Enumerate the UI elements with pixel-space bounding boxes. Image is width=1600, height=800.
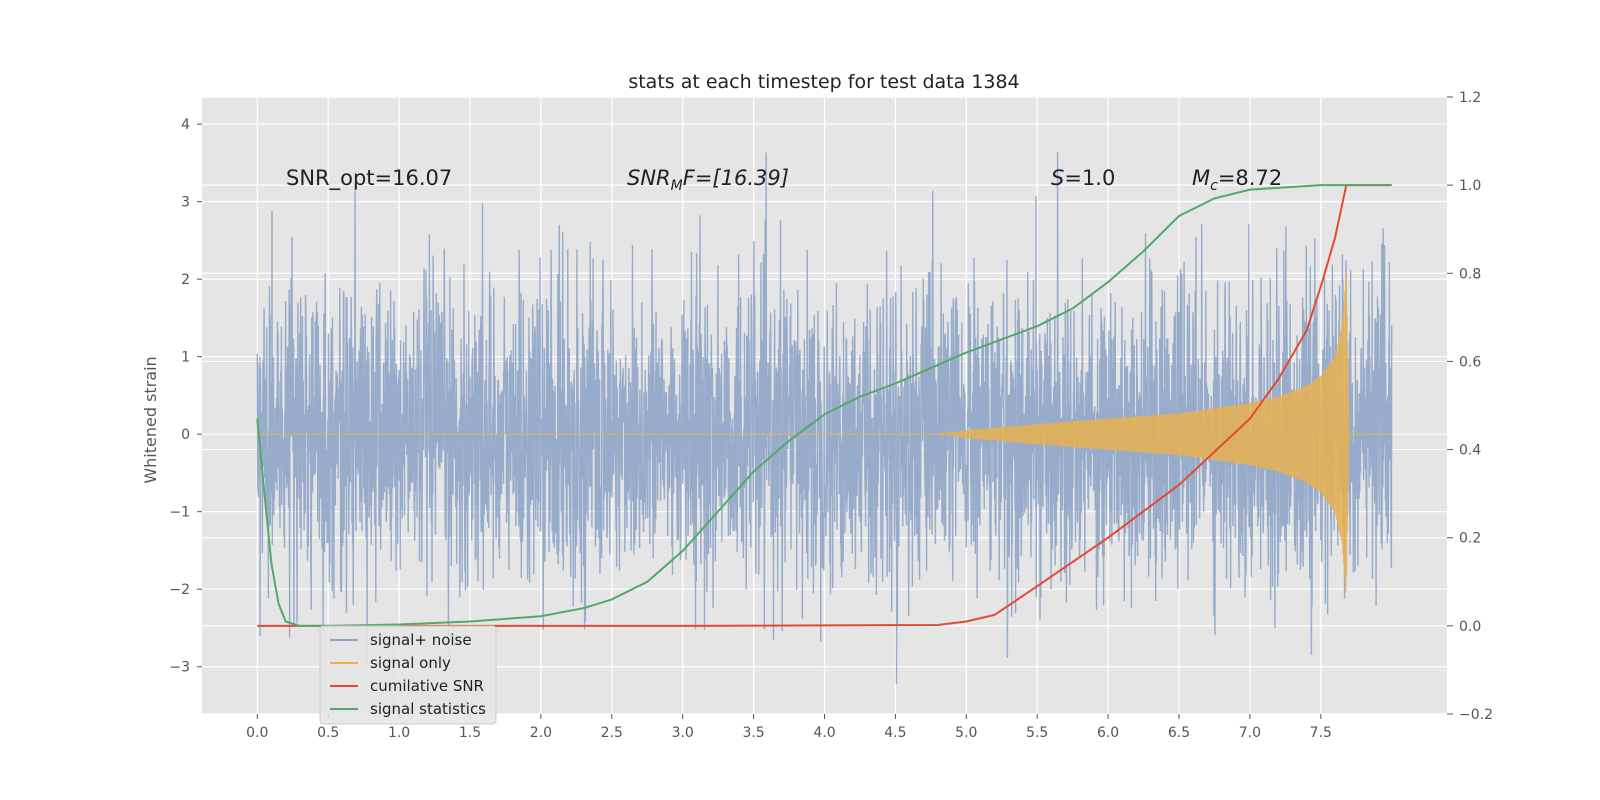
y-tick-label: −1 — [169, 505, 190, 521]
x-tick-label: 6.0 — [1097, 725, 1119, 741]
chart-title: stats at each timestep for test data 138… — [628, 71, 1019, 93]
legend-label-signal-statistics: signal statistics — [370, 700, 486, 718]
y-tick-label: 4 — [181, 117, 190, 133]
legend-label-signal-noise: signal+ noise — [370, 631, 472, 649]
y-tick-label: 3 — [181, 195, 190, 211]
annotation-snr-mf: SNRMF=[16.39] — [627, 166, 789, 194]
right-tick-label: 0.4 — [1459, 443, 1481, 459]
x-tick-label: 0.5 — [317, 725, 339, 741]
y-tick-label: 1 — [181, 350, 190, 366]
right-tick-label: 0.2 — [1459, 531, 1481, 547]
legend-label-signal-only: signal only — [370, 654, 451, 672]
x-tick-label: 6.5 — [1168, 725, 1190, 741]
series-cumilative-snr — [257, 184, 1392, 627]
y-tick-label: 0 — [181, 427, 190, 443]
x-axis-ticks: 0.0 0.5 1.0 1.5 2.0 2.5 3.0 3.5 4.0 4.5 5.0 5.5 6.0 6… — [246, 714, 1332, 741]
x-tick-label: 5.5 — [1026, 725, 1048, 741]
series-signal-only — [257, 271, 1392, 593]
signal-only-line — [257, 271, 1392, 593]
cumilative-snr-line — [257, 184, 1392, 627]
annotation-snr-opt: SNR_opt=16.07 — [286, 166, 452, 191]
x-tick-label: 2.5 — [601, 725, 623, 741]
x-tick-label: 7.0 — [1239, 725, 1261, 741]
right-tick-label: 0.6 — [1459, 354, 1481, 370]
annotation-s: S=1.0 — [1051, 166, 1115, 190]
series-signal-statistics — [256, 184, 1392, 627]
x-tick-label: 0.0 — [246, 725, 268, 741]
right-tick-label: 0.0 — [1459, 619, 1481, 635]
x-tick-label: 3.0 — [672, 725, 694, 741]
y-tick-label: −2 — [169, 582, 190, 598]
x-tick-label: 1.5 — [459, 725, 481, 741]
right-tick-label: 1.0 — [1459, 178, 1481, 194]
x-tick-label: 2.0 — [530, 725, 552, 741]
x-tick-label: 4.0 — [813, 725, 835, 741]
legend: signal+ noise signal only cumilative SNR… — [319, 625, 497, 725]
y-axis-ticks: −3 −2 −1 0 1 2 3 4 — [169, 117, 202, 676]
x-tick-label: 1.0 — [388, 725, 410, 741]
y-axis-label: Whitened strain — [141, 356, 160, 483]
signal-statistics-line — [256, 184, 1392, 627]
x-tick-label: 4.5 — [884, 725, 906, 741]
x-tick-label: 7.5 — [1310, 725, 1332, 741]
x-tick-label: 5.0 — [955, 725, 977, 741]
x-tick-label: 3.5 — [742, 725, 764, 741]
right-axis-ticks: −0.2 0.0 0.2 0.4 0.6 0.8 1.0 1.2 — [1447, 90, 1493, 723]
right-tick-label: −0.2 — [1459, 707, 1493, 723]
right-tick-label: 0.8 — [1459, 266, 1481, 282]
y-tick-label: −3 — [169, 660, 190, 676]
annotation-mc: Mc=8.72 — [1192, 166, 1282, 194]
right-tick-label: 1.2 — [1459, 90, 1481, 106]
legend-box — [319, 625, 497, 725]
y-tick-label: 2 — [181, 272, 190, 288]
legend-label-cumilative-snr: cumilative SNR — [370, 677, 484, 695]
